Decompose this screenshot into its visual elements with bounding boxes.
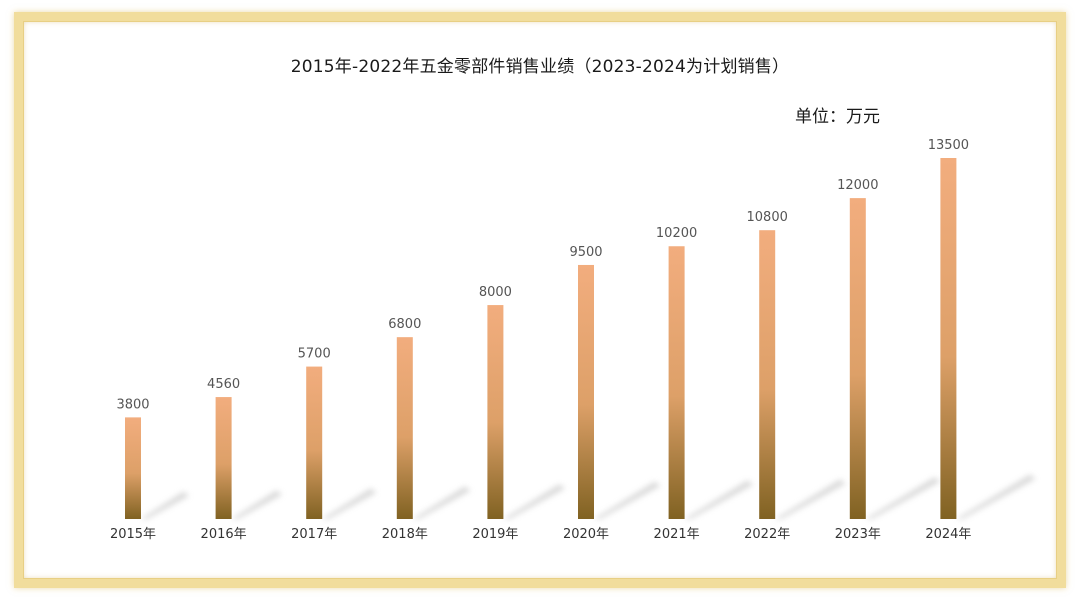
category-label: 2021年 [654, 527, 700, 542]
category-label: 2016年 [201, 527, 247, 542]
bar-2021年 [668, 246, 685, 519]
bar-shadow [865, 477, 941, 519]
frame-inner-border [23, 21, 1057, 579]
category-label: 2019年 [472, 527, 518, 542]
bar-shadow [231, 490, 283, 519]
bar-shadow [503, 484, 566, 519]
bar-2018年 [396, 337, 413, 519]
bar-2019年 [487, 305, 504, 519]
value-label: 3800 [116, 397, 149, 412]
category-label: 2022年 [744, 527, 790, 542]
bar-shadow [322, 488, 377, 519]
bar-shadow [775, 479, 846, 519]
value-label: 13500 [928, 138, 969, 153]
category-labels-group: 2015年 2016年 2017年 2018年 2019年 2020年 2021年 2022年… [110, 527, 971, 542]
value-label: 4560 [207, 377, 240, 392]
value-label: 5700 [298, 347, 331, 362]
bar-shadow [956, 474, 1036, 519]
bar-shadows [141, 474, 1036, 519]
value-labels-group: 3800 4560 5700 6800 8000 9500 10200 10800 12000 1… [116, 138, 969, 412]
bar-shadow [684, 480, 754, 519]
bars-group [125, 158, 957, 519]
value-label: 8000 [479, 285, 512, 300]
category-label: 2017年 [291, 527, 337, 542]
bar-2015年 [125, 417, 141, 519]
value-label: 12000 [837, 178, 878, 193]
chart-frame [14, 12, 1066, 588]
bar-2023年 [849, 198, 866, 519]
category-label: 2018年 [382, 527, 428, 542]
value-label: 6800 [388, 317, 421, 332]
category-label: 2024年 [925, 527, 971, 542]
bar-shadow [594, 481, 661, 519]
category-label: 2015年 [110, 527, 156, 542]
category-label: 2023年 [835, 527, 881, 542]
value-label: 10800 [747, 210, 788, 225]
value-label: 9500 [569, 245, 602, 260]
value-label: 10200 [656, 226, 697, 241]
bar-2016年 [215, 397, 232, 519]
chart-title: 2015年-2022年五金零部件销售业绩（2023-2024为计划销售） [290, 57, 790, 77]
bar-2022年 [759, 230, 776, 519]
bar-shadow [141, 491, 190, 519]
bar-shadow [412, 486, 471, 519]
bar-2020年 [578, 264, 594, 519]
unit-label: 单位：万元 [795, 107, 880, 127]
bar-2024年 [940, 158, 957, 519]
bar-2017年 [306, 366, 323, 519]
category-label: 2020年 [563, 527, 609, 542]
